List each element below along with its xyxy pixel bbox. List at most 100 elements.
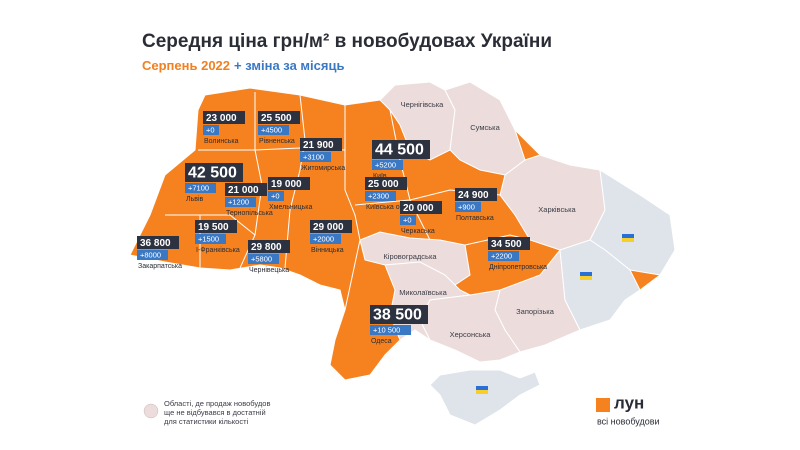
border — [344, 105, 361, 311]
price-box — [203, 111, 245, 124]
change-box — [203, 125, 219, 135]
price-box — [488, 237, 530, 250]
price: 29 000 — [313, 222, 344, 233]
change: +2200 — [491, 251, 512, 260]
change-box — [268, 191, 284, 201]
occupied-region — [429, 369, 541, 426]
price: 21 900 — [303, 140, 334, 151]
region-name: Кіровоградська — [383, 252, 437, 261]
change: +0 — [206, 125, 215, 134]
subtitle: Серпень 2022 + зміна за місяць — [142, 58, 344, 73]
grey-region — [359, 231, 471, 286]
legend-line: ще не відбувався в достатній — [164, 408, 266, 417]
logo-tagline: всі новобудови — [597, 416, 660, 426]
region-name: Миколаївська — [399, 288, 447, 297]
change: +5800 — [251, 254, 272, 263]
map: Чернігівська Сумська Харківська Кіровоградс… — [129, 81, 676, 426]
change: +900 — [458, 202, 475, 211]
region-name: Харківська — [538, 205, 576, 214]
change-box — [225, 197, 256, 207]
price-box — [137, 236, 179, 249]
change: +10 500 — [373, 325, 400, 334]
price: 20 000 — [403, 203, 434, 214]
price-box — [372, 140, 430, 159]
change: +5200 — [375, 160, 396, 169]
grey-regions — [359, 81, 606, 363]
region-name: Сумська — [470, 123, 500, 132]
price: 42 500 — [188, 165, 237, 182]
change-box — [195, 234, 226, 244]
region-name: І-Франківська — [196, 246, 240, 254]
logo-name: лун — [614, 393, 644, 412]
region-name: Запорізька — [516, 307, 555, 316]
legend-line: Області, де продаж новобудов — [164, 399, 270, 408]
region-name: Хмельницька — [269, 204, 313, 211]
price: 38 500 — [373, 307, 422, 324]
change-box — [300, 152, 331, 162]
price-box — [268, 177, 310, 190]
legend-swatch — [143, 403, 159, 419]
price: 25 500 — [261, 113, 292, 124]
region-name: Рівненська — [259, 137, 295, 145]
change: +1200 — [228, 197, 249, 206]
price-box — [370, 305, 428, 324]
price: 29 800 — [251, 242, 282, 253]
region-name: Київська область — [366, 203, 422, 211]
price: 19 500 — [198, 222, 229, 233]
subtitle-change: + зміна за місяць — [234, 58, 344, 73]
change-box — [258, 125, 289, 135]
region-labels: Чернігівська Сумська Харківська Кіровоградс… — [137, 100, 577, 345]
price: 19 000 — [271, 179, 302, 190]
region-name: Вінницька — [311, 246, 344, 254]
change-box — [310, 234, 341, 244]
price: 36 800 — [140, 238, 171, 249]
change: +3100 — [303, 152, 324, 161]
change: +0 — [403, 215, 412, 224]
grey-region — [419, 289, 521, 363]
change-box — [488, 251, 519, 261]
price-box — [185, 163, 243, 182]
change: +2300 — [368, 191, 389, 200]
price-box — [455, 188, 497, 201]
price-box — [365, 177, 407, 190]
logo-mark — [596, 398, 610, 412]
occupied-region — [559, 239, 641, 331]
price: 24 900 — [458, 190, 489, 201]
legend-line: для статистики кількості — [164, 417, 249, 426]
logo: лун всі новобудови — [596, 393, 660, 426]
flag — [580, 272, 592, 280]
price-box — [225, 183, 267, 196]
price: 44 500 — [375, 142, 424, 159]
change-box — [400, 215, 416, 225]
change-box — [248, 254, 279, 264]
region-name: Чернігівська — [401, 100, 445, 109]
price: 23 000 — [206, 113, 237, 124]
region-name: Львів — [186, 195, 204, 203]
region-name: Черкаська — [401, 228, 435, 235]
title: Середня ціна грн/м² в новобудовах Україн… — [142, 31, 552, 52]
price-box — [248, 240, 290, 253]
subtitle-period: Серпень 2022 — [142, 58, 230, 73]
border — [165, 214, 256, 236]
change: +8000 — [140, 250, 161, 259]
price: 21 000 — [228, 185, 259, 196]
border — [284, 94, 306, 269]
region-name: Волинська — [204, 138, 239, 145]
change: +2000 — [313, 234, 334, 243]
price: 25 000 — [368, 179, 399, 190]
occupied-regions — [429, 169, 676, 426]
price-box — [258, 111, 300, 124]
price-box — [300, 138, 342, 151]
price-box — [400, 201, 442, 214]
region-name: Київ — [373, 173, 387, 180]
change-box — [370, 325, 411, 335]
region-name: Одеса — [371, 338, 392, 345]
change-box — [372, 160, 403, 170]
region-name: Дніпропетровська — [489, 263, 547, 271]
region-name: Тернопільська — [226, 209, 273, 217]
price-box — [195, 220, 237, 233]
